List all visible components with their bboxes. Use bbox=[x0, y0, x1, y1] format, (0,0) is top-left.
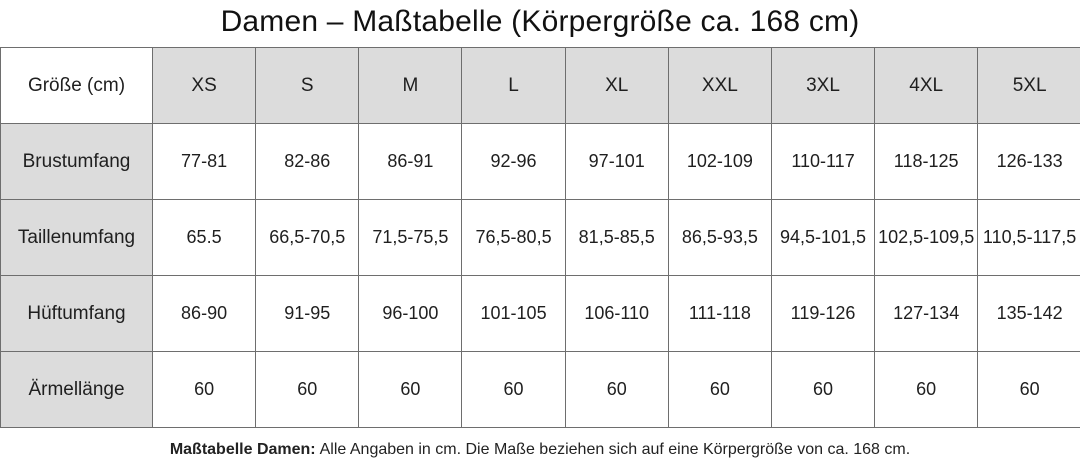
value-cell: 60 bbox=[256, 352, 359, 428]
value-cell: 110-117 bbox=[771, 124, 874, 200]
footer-note-text: Alle Angaben in cm. Die Maße beziehen si… bbox=[320, 441, 911, 458]
footer-note-label: Maßtabelle Damen: bbox=[170, 441, 316, 458]
row-label-cell: Taillenumfang bbox=[1, 200, 153, 276]
value-cell: 119-126 bbox=[771, 276, 874, 352]
size-column-header: S bbox=[256, 48, 359, 124]
value-cell: 82-86 bbox=[256, 124, 359, 200]
value-cell: 106-110 bbox=[565, 276, 668, 352]
value-cell: 102,5-109,5 bbox=[875, 200, 978, 276]
value-cell: 71,5-75,5 bbox=[359, 200, 462, 276]
value-cell: 60 bbox=[771, 352, 874, 428]
value-cell: 97-101 bbox=[565, 124, 668, 200]
size-column-header: 5XL bbox=[978, 48, 1080, 124]
footer-note: Maßtabelle Damen:Alle Angaben in cm. Die… bbox=[0, 441, 1080, 459]
value-cell: 76,5-80,5 bbox=[462, 200, 565, 276]
size-column-header: L bbox=[462, 48, 565, 124]
value-cell: 60 bbox=[668, 352, 771, 428]
value-cell: 126-133 bbox=[978, 124, 1080, 200]
value-cell: 92-96 bbox=[462, 124, 565, 200]
size-column-header: M bbox=[359, 48, 462, 124]
value-cell: 81,5-85,5 bbox=[565, 200, 668, 276]
value-cell: 86-91 bbox=[359, 124, 462, 200]
value-cell: 86,5-93,5 bbox=[668, 200, 771, 276]
row-label-cell: Ärmellänge bbox=[1, 352, 153, 428]
row-label-cell: Brustumfang bbox=[1, 124, 153, 200]
size-column-header: XL bbox=[565, 48, 668, 124]
value-cell: 66,5-70,5 bbox=[256, 200, 359, 276]
value-cell: 65.5 bbox=[153, 200, 256, 276]
size-column-header: XS bbox=[153, 48, 256, 124]
corner-cell-groesse: Größe (cm) bbox=[1, 48, 153, 124]
value-cell: 127-134 bbox=[875, 276, 978, 352]
size-column-header: 3XL bbox=[771, 48, 874, 124]
value-cell: 77-81 bbox=[153, 124, 256, 200]
value-cell: 111-118 bbox=[668, 276, 771, 352]
page-title: Damen – Maßtabelle (Körpergröße ca. 168 … bbox=[0, 1, 1080, 43]
value-cell: 96-100 bbox=[359, 276, 462, 352]
value-cell: 102-109 bbox=[668, 124, 771, 200]
value-cell: 60 bbox=[565, 352, 668, 428]
value-cell: 110,5-117,5 bbox=[978, 200, 1080, 276]
value-cell: 118-125 bbox=[875, 124, 978, 200]
value-cell: 86-90 bbox=[153, 276, 256, 352]
value-cell: 91-95 bbox=[256, 276, 359, 352]
value-cell: 135-142 bbox=[978, 276, 1080, 352]
row-label-cell: Hüftumfang bbox=[1, 276, 153, 352]
value-cell: 101-105 bbox=[462, 276, 565, 352]
size-column-header: 4XL bbox=[875, 48, 978, 124]
value-cell: 60 bbox=[875, 352, 978, 428]
value-cell: 60 bbox=[978, 352, 1080, 428]
value-cell: 60 bbox=[359, 352, 462, 428]
value-cell: 60 bbox=[462, 352, 565, 428]
value-cell: 94,5-101,5 bbox=[771, 200, 874, 276]
size-column-header: XXL bbox=[668, 48, 771, 124]
value-cell: 60 bbox=[153, 352, 256, 428]
